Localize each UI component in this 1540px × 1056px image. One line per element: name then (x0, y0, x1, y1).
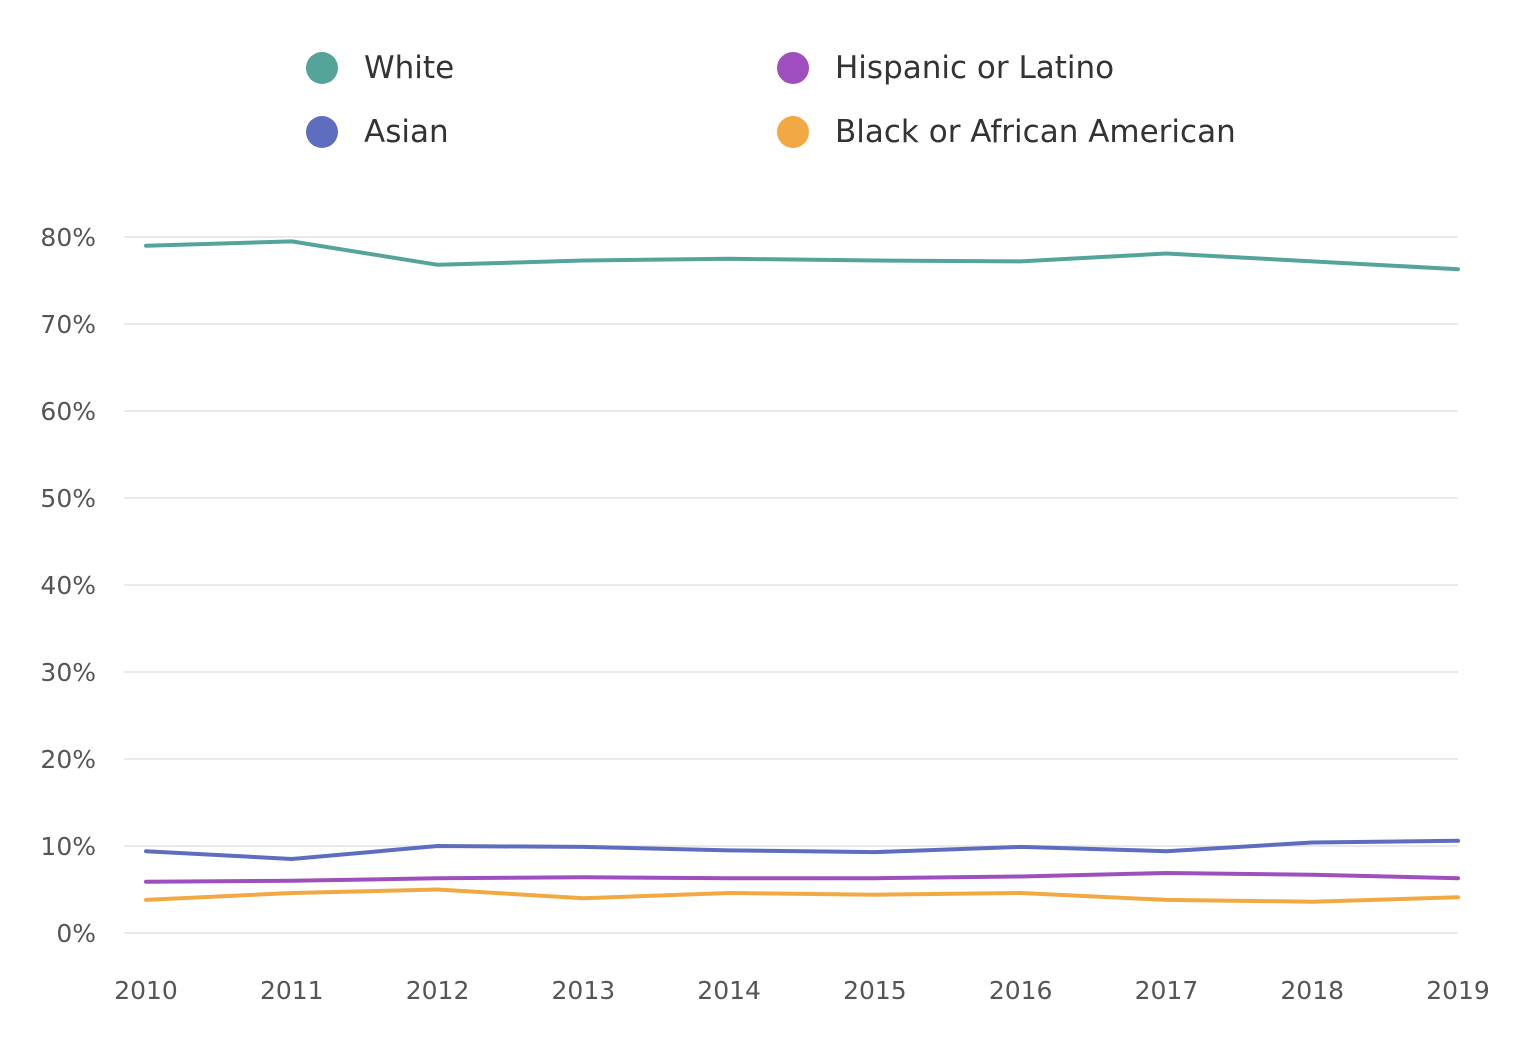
y-tick-label: 20% (40, 745, 96, 774)
data-point-black[interactable] (286, 887, 298, 899)
data-point-black[interactable] (577, 892, 589, 904)
legend-label-white: White (364, 50, 455, 86)
data-point-white[interactable] (1306, 255, 1318, 267)
data-point-black[interactable] (1306, 896, 1318, 908)
data-point-hispanic[interactable] (1306, 869, 1318, 881)
series-line-hispanic[interactable] (144, 871, 1460, 884)
data-point-white[interactable] (140, 240, 152, 252)
x-tick-label: 2019 (1426, 976, 1490, 1005)
data-point-asian[interactable] (140, 845, 152, 857)
data-point-asian[interactable] (432, 840, 444, 852)
data-point-asian[interactable] (723, 844, 735, 856)
series-line-black[interactable] (144, 887, 1460, 904)
data-point-black[interactable] (1160, 894, 1172, 906)
data-point-white[interactable] (577, 254, 589, 266)
x-tick-label: 2013 (552, 976, 616, 1005)
data-point-asian[interactable] (1160, 845, 1172, 857)
data-point-hispanic[interactable] (869, 872, 881, 884)
gridlines (124, 236, 1458, 934)
legend: White Asian Hispanic or Latino Black or … (0, 0, 1540, 170)
data-point-white[interactable] (723, 253, 735, 265)
legend-item-asian[interactable]: Asian (306, 112, 449, 152)
y-tick-label: 60% (40, 397, 96, 426)
x-tick-label: 2018 (1280, 976, 1344, 1005)
y-tick-label: 0% (56, 919, 96, 948)
series-line-white[interactable] (144, 239, 1460, 272)
x-tick-label: 2017 (1135, 976, 1199, 1005)
y-tick-label: 50% (40, 484, 96, 513)
data-point-hispanic[interactable] (140, 876, 152, 888)
x-tick-label: 2016 (989, 976, 1053, 1005)
data-point-hispanic[interactable] (1452, 872, 1464, 884)
legend-marker-black (777, 116, 809, 148)
y-tick-label: 10% (40, 832, 96, 861)
data-point-hispanic[interactable] (577, 871, 589, 883)
data-point-black[interactable] (140, 894, 152, 906)
data-point-hispanic[interactable] (1015, 870, 1027, 882)
x-tick-label: 2011 (260, 976, 324, 1005)
data-point-hispanic[interactable] (286, 875, 298, 887)
data-point-black[interactable] (723, 887, 735, 899)
y-tick-label: 30% (40, 658, 96, 687)
x-tick-label: 2010 (114, 976, 178, 1005)
data-point-white[interactable] (432, 259, 444, 271)
legend-item-white[interactable]: White (306, 48, 454, 88)
y-axis-ticks: 0% 10% 20% 30% 40% 50% 60% 70% 80% (40, 223, 96, 948)
legend-marker-asian (306, 116, 338, 148)
data-point-hispanic[interactable] (432, 872, 444, 884)
x-axis-ticks: 2010 2011 2012 2013 2014 2015 2016 2017 2018 2019 (114, 976, 1490, 1005)
legend-marker-white (306, 52, 338, 84)
legend-label-hispanic: Hispanic or Latino (835, 50, 1115, 86)
data-point-black[interactable] (869, 889, 881, 901)
data-point-white[interactable] (1452, 263, 1464, 275)
x-tick-label: 2014 (697, 976, 761, 1005)
data-point-white[interactable] (869, 254, 881, 266)
legend-item-black[interactable]: Black or African American (777, 112, 1236, 152)
data-point-black[interactable] (1015, 887, 1027, 899)
legend-label-black: Black or African American (835, 114, 1236, 150)
legend-label-asian: Asian (364, 114, 449, 150)
series-lines (140, 235, 1464, 908)
data-point-hispanic[interactable] (723, 872, 735, 884)
data-point-asian[interactable] (869, 846, 881, 858)
data-point-black[interactable] (1452, 891, 1464, 903)
data-point-white[interactable] (1160, 248, 1172, 260)
data-point-asian[interactable] (286, 853, 298, 865)
legend-marker-hispanic (777, 52, 809, 84)
series-line-asian[interactable] (144, 838, 1460, 861)
data-point-asian[interactable] (1452, 835, 1464, 847)
data-point-asian[interactable] (1015, 841, 1027, 853)
legend-item-hispanic[interactable]: Hispanic or Latino (777, 48, 1114, 88)
data-point-hispanic[interactable] (1160, 867, 1172, 879)
x-tick-label: 2015 (843, 976, 907, 1005)
x-tick-label: 2012 (406, 976, 470, 1005)
data-point-asian[interactable] (1306, 837, 1318, 849)
data-point-white[interactable] (286, 235, 298, 247)
data-point-asian[interactable] (577, 841, 589, 853)
data-point-black[interactable] (432, 884, 444, 896)
data-point-white[interactable] (1015, 255, 1027, 267)
y-tick-label: 40% (40, 571, 96, 600)
y-tick-label: 80% (40, 223, 96, 252)
y-tick-label: 70% (40, 310, 96, 339)
